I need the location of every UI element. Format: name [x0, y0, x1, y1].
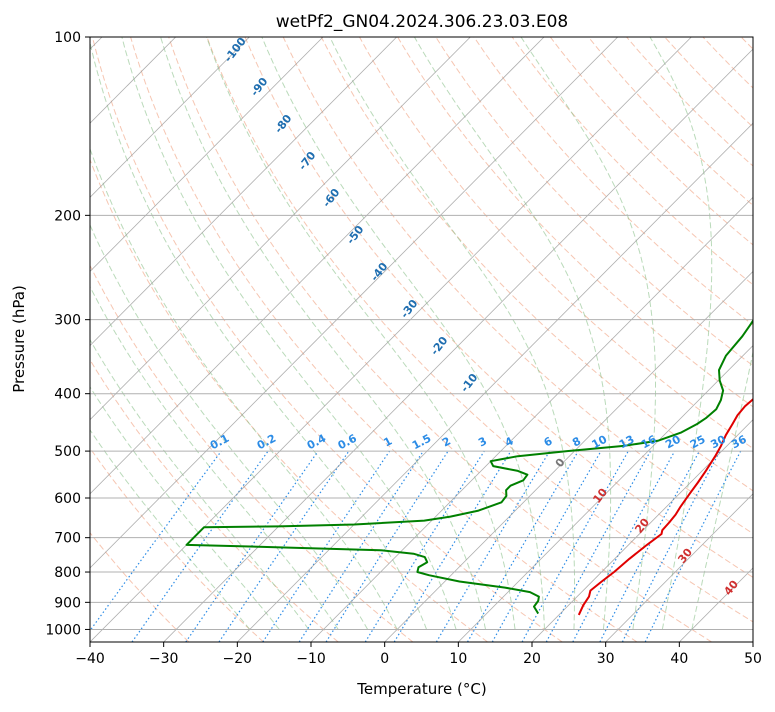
moist-adiabat [0, 150, 250, 630]
mixing-ratio-label: 13 [617, 433, 637, 452]
dry-adiabat [512, 37, 775, 642]
moist-adiabat [521, 37, 656, 629]
mixing-ratio-label: 0.4 [305, 432, 329, 453]
moist-adiabat-label: 40 [721, 578, 741, 598]
y-tick-label: 600 [54, 491, 81, 507]
moist-adiabat [89, 37, 427, 629]
moist-adiabat-label: 20 [632, 516, 652, 536]
mixing-ratio-line [299, 451, 423, 642]
dry-adiabat-label: -20 [428, 334, 451, 358]
dry-adiabat [283, 37, 775, 642]
x-tick-label: −40 [75, 651, 105, 667]
isotherm-line [753, 37, 775, 642]
y-tick-label: 1000 [45, 622, 81, 638]
moist-adiabat [65, 62, 397, 630]
mixing-ratio-label: 16 [639, 433, 659, 452]
y-tick-label: 400 [54, 387, 81, 403]
mixing-ratio-label: 1 [381, 434, 394, 449]
dry-adiabat-label: -80 [272, 112, 295, 136]
y-tick-label: 700 [54, 531, 81, 547]
x-tick-label: 10 [449, 651, 467, 667]
mixing-ratio-line [546, 451, 650, 642]
dry-adiabat-label: -100 [222, 35, 249, 65]
isotherm-line [0, 37, 470, 642]
y-tick-label: 100 [54, 30, 81, 46]
isotherm-line [164, 37, 765, 642]
dry-adiabat-label: -40 [368, 260, 391, 284]
moist-adiabat-label: 30 [675, 546, 695, 566]
x-axis-label: Temperature (°C) [356, 680, 486, 698]
mixing-ratio-line [82, 451, 222, 642]
dry-adiabat-label: -10 [458, 371, 481, 395]
mixing-ratio-label: 0.1 [208, 432, 231, 453]
x-tick-label: 40 [670, 651, 688, 667]
x-tick-label: −20 [223, 651, 253, 667]
x-tick-label: 0 [380, 651, 389, 667]
moist-adiabat [3, 114, 309, 629]
moist-adiabat [262, 37, 545, 629]
x-tick-label: 30 [597, 651, 615, 667]
isotherm-line [679, 37, 775, 642]
mixing-ratio-line [326, 451, 448, 642]
dry-adiabat [550, 37, 775, 642]
dry-adiabat [0, 37, 189, 642]
mixing-ratio-line [573, 451, 675, 642]
mixing-ratio-line [492, 451, 601, 642]
mixing-ratio-label: 25 [688, 433, 708, 452]
dry-adiabat [436, 37, 775, 642]
moist-adiabat [0, 133, 279, 630]
moist-adiabat [650, 37, 712, 629]
moist-adiabat [692, 37, 775, 629]
isotherm-line [237, 37, 775, 642]
dry-adiabat-label: -70 [296, 149, 319, 173]
chart-title: wetPf2_GN04.2024.306.23.03.E08 [276, 12, 568, 32]
mixing-ratio-line [365, 451, 484, 642]
mixing-ratio-label: 8 [570, 434, 583, 449]
dry-adiabat-label: -50 [344, 223, 367, 247]
dry-adiabat-label: -30 [398, 297, 421, 321]
mixing-ratio-label: 3 [476, 434, 489, 449]
isotherm-line [0, 37, 249, 642]
mixing-ratio-line [436, 451, 549, 642]
mixing-ratio-label: 6 [542, 434, 555, 449]
moist-adiabat [330, 37, 575, 629]
isotherm-line [0, 37, 397, 642]
mixing-ratio-label: 1.5 [410, 432, 433, 453]
moist-adiabat [207, 37, 515, 629]
moist-adiabat-label: 10 [590, 486, 610, 506]
x-tick-label: 20 [523, 651, 541, 667]
y-tick-label: 300 [54, 313, 81, 329]
dry-adiabat-label: -90 [248, 75, 271, 99]
mixing-ratio-label: 20 [663, 433, 683, 452]
x-tick-label: 50 [744, 651, 762, 667]
x-tick-label: −30 [149, 651, 179, 667]
y-tick-label: 200 [54, 208, 81, 224]
y-axis-label: Pressure (hPa) [10, 285, 28, 393]
x-tick-label: −10 [296, 651, 326, 667]
y-tick-label: 500 [54, 444, 81, 460]
isotherm-line [16, 37, 617, 642]
moist-adiabat [414, 37, 610, 629]
y-tick-label: 800 [54, 565, 81, 581]
y-tick-label: 900 [54, 595, 81, 611]
dry-adiabat [741, 37, 775, 642]
